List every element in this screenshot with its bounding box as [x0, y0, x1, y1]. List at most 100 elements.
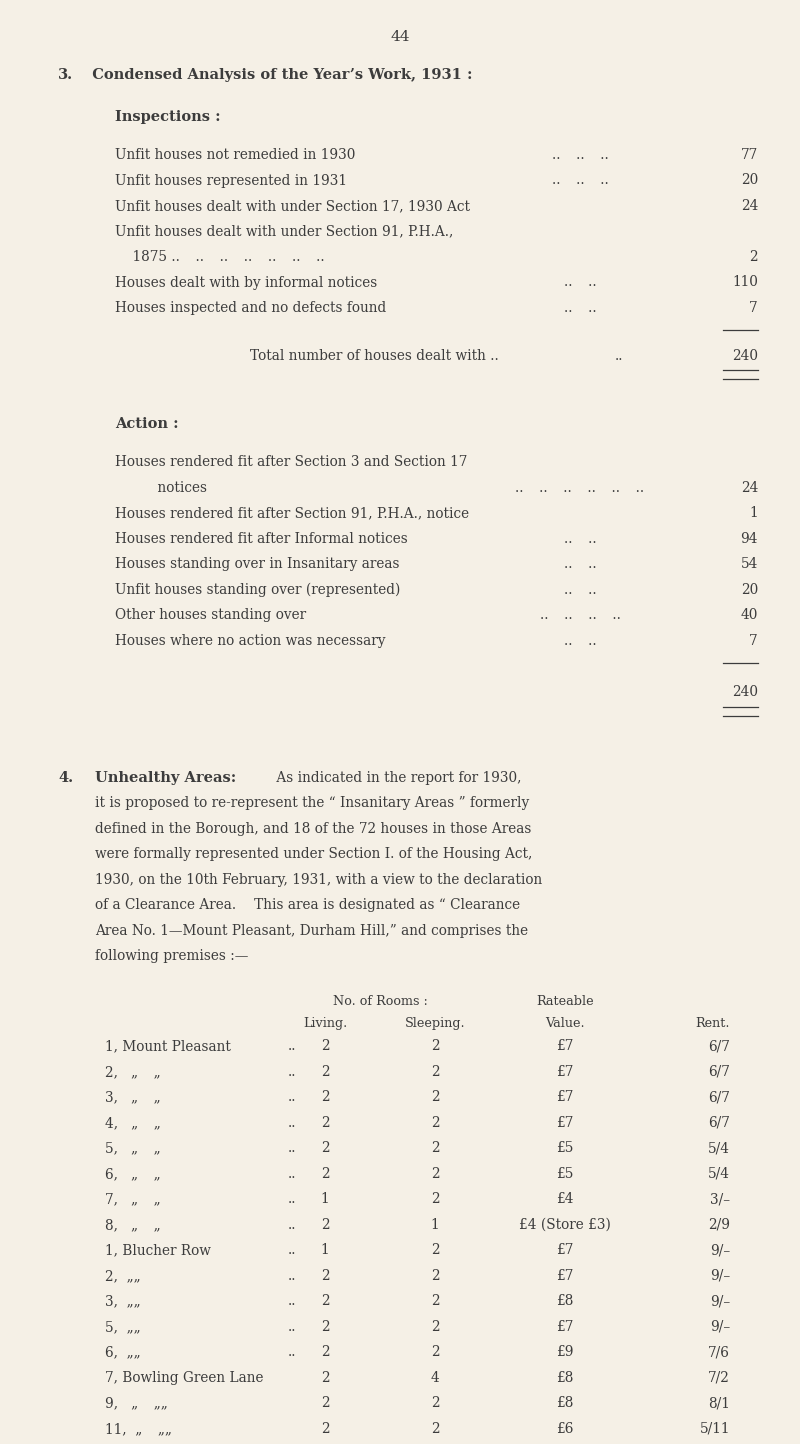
Text: 2: 2	[430, 1141, 439, 1155]
Text: ..: ..	[288, 1167, 297, 1181]
Text: 11,  „   „„: 11, „ „„	[105, 1422, 172, 1435]
Text: defined in the Borough, and 18 of the 72 houses in those Areas: defined in the Borough, and 18 of the 72…	[95, 822, 531, 836]
Text: 54: 54	[741, 557, 758, 572]
Text: 6,  „„: 6, „„	[105, 1346, 141, 1359]
Text: 2: 2	[430, 1066, 439, 1079]
Text: £8: £8	[556, 1396, 574, 1411]
Text: 2: 2	[321, 1294, 330, 1308]
Text: 1: 1	[430, 1217, 439, 1232]
Text: 2,  „„: 2, „„	[105, 1269, 141, 1282]
Text: 1: 1	[321, 1243, 330, 1258]
Text: following premises :—: following premises :—	[95, 949, 248, 963]
Text: 9/–: 9/–	[710, 1243, 730, 1258]
Text: 6/7: 6/7	[708, 1040, 730, 1054]
Text: 2: 2	[430, 1346, 439, 1359]
Text: No. of Rooms :: No. of Rooms :	[333, 995, 427, 1008]
Text: 3,  „„: 3, „„	[105, 1294, 141, 1308]
Text: 9/–: 9/–	[710, 1294, 730, 1308]
Text: £4 (Store £3): £4 (Store £3)	[519, 1217, 611, 1232]
Text: 2: 2	[321, 1217, 330, 1232]
Text: 2: 2	[430, 1243, 439, 1258]
Text: ..   ..: .. ..	[564, 634, 596, 648]
Text: 1, Mount Pleasant: 1, Mount Pleasant	[105, 1040, 231, 1054]
Text: 1: 1	[321, 1193, 330, 1207]
Text: ..: ..	[288, 1243, 297, 1258]
Text: Unfit houses not remedied in 1930: Unfit houses not remedied in 1930	[115, 147, 355, 162]
Text: 110: 110	[732, 276, 758, 289]
Text: 2: 2	[430, 1193, 439, 1207]
Text: 2: 2	[321, 1141, 330, 1155]
Text: Total number of houses dealt with ..: Total number of houses dealt with ..	[250, 348, 498, 362]
Text: 5/4: 5/4	[708, 1167, 730, 1181]
Text: Houses standing over in Insanitary areas: Houses standing over in Insanitary areas	[115, 557, 399, 572]
Text: Houses inspected and no defects found: Houses inspected and no defects found	[115, 300, 386, 315]
Text: 20: 20	[741, 583, 758, 596]
Text: £9: £9	[556, 1346, 574, 1359]
Text: ..: ..	[288, 1141, 297, 1155]
Text: Unfit houses represented in 1931: Unfit houses represented in 1931	[115, 173, 347, 188]
Text: 2: 2	[321, 1167, 330, 1181]
Text: 2: 2	[430, 1320, 439, 1334]
Text: ..   ..   ..   ..: .. .. .. ..	[539, 608, 621, 622]
Text: 20: 20	[741, 173, 758, 188]
Text: 2: 2	[321, 1320, 330, 1334]
Text: ..: ..	[288, 1116, 297, 1131]
Text: of a Clearance Area.  This area is designated as “ Clearance: of a Clearance Area. This area is design…	[95, 898, 520, 913]
Text: 40: 40	[741, 608, 758, 622]
Text: Houses where no action was necessary: Houses where no action was necessary	[115, 634, 386, 648]
Text: Rateable: Rateable	[536, 995, 594, 1008]
Text: 2,   „   „: 2, „ „	[105, 1066, 161, 1079]
Text: 1875 ..   ..   ..   ..   ..   ..   ..: 1875 .. .. .. .. .. .. ..	[115, 250, 325, 264]
Text: £6: £6	[556, 1422, 574, 1435]
Text: Houses rendered fit after Informal notices: Houses rendered fit after Informal notic…	[115, 531, 408, 546]
Text: 6/7: 6/7	[708, 1066, 730, 1079]
Text: 24: 24	[741, 481, 758, 495]
Text: 2: 2	[430, 1040, 439, 1054]
Text: 240: 240	[732, 684, 758, 699]
Text: Value.: Value.	[545, 1017, 585, 1030]
Text: ..: ..	[288, 1066, 297, 1079]
Text: Unfit houses dealt with under Section 91, P.H.A.,: Unfit houses dealt with under Section 91…	[115, 224, 454, 238]
Text: 2: 2	[430, 1116, 439, 1131]
Text: £8: £8	[556, 1370, 574, 1385]
Text: £7: £7	[556, 1090, 574, 1105]
Text: 2: 2	[321, 1090, 330, 1105]
Text: were formally represented under Section I. of the Housing Act,: were formally represented under Section …	[95, 848, 532, 862]
Text: 2: 2	[321, 1370, 330, 1385]
Text: £7: £7	[556, 1066, 574, 1079]
Text: 2: 2	[430, 1269, 439, 1282]
Text: 3,   „   „: 3, „ „	[105, 1090, 161, 1105]
Text: £7: £7	[556, 1040, 574, 1054]
Text: £5: £5	[556, 1141, 574, 1155]
Text: ..: ..	[288, 1217, 297, 1232]
Text: 7, Bowling Green Lane: 7, Bowling Green Lane	[105, 1370, 263, 1385]
Text: 4.: 4.	[58, 771, 73, 786]
Text: Other houses standing over: Other houses standing over	[115, 608, 306, 622]
Text: 6/7: 6/7	[708, 1090, 730, 1105]
Text: 2: 2	[750, 250, 758, 264]
Text: ..: ..	[288, 1269, 297, 1282]
Text: 44: 44	[390, 30, 410, 43]
Text: 1930, on the 10th February, 1931, with a view to the declaration: 1930, on the 10th February, 1931, with a…	[95, 872, 542, 887]
Text: ..: ..	[288, 1193, 297, 1207]
Text: 3.: 3.	[58, 68, 73, 82]
Text: 1, Blucher Row: 1, Blucher Row	[105, 1243, 211, 1258]
Text: 7,   „   „: 7, „ „	[105, 1193, 161, 1207]
Text: ..   ..: .. ..	[564, 276, 596, 289]
Text: 2: 2	[430, 1167, 439, 1181]
Text: 2: 2	[321, 1346, 330, 1359]
Text: Living.: Living.	[303, 1017, 347, 1030]
Text: Inspections :: Inspections :	[115, 110, 221, 124]
Text: 1: 1	[750, 507, 758, 520]
Text: 4,   „   „: 4, „ „	[105, 1116, 161, 1131]
Text: 5,   „   „: 5, „ „	[105, 1141, 161, 1155]
Text: 9/–: 9/–	[710, 1320, 730, 1334]
Text: ..: ..	[615, 348, 623, 362]
Text: ..   ..   ..   ..   ..   ..: .. .. .. .. .. ..	[515, 481, 645, 495]
Text: 2: 2	[321, 1422, 330, 1435]
Text: ..   ..: .. ..	[564, 531, 596, 546]
Text: ..: ..	[288, 1294, 297, 1308]
Text: Action :: Action :	[115, 417, 178, 432]
Text: ..: ..	[288, 1040, 297, 1054]
Text: 240: 240	[732, 348, 758, 362]
